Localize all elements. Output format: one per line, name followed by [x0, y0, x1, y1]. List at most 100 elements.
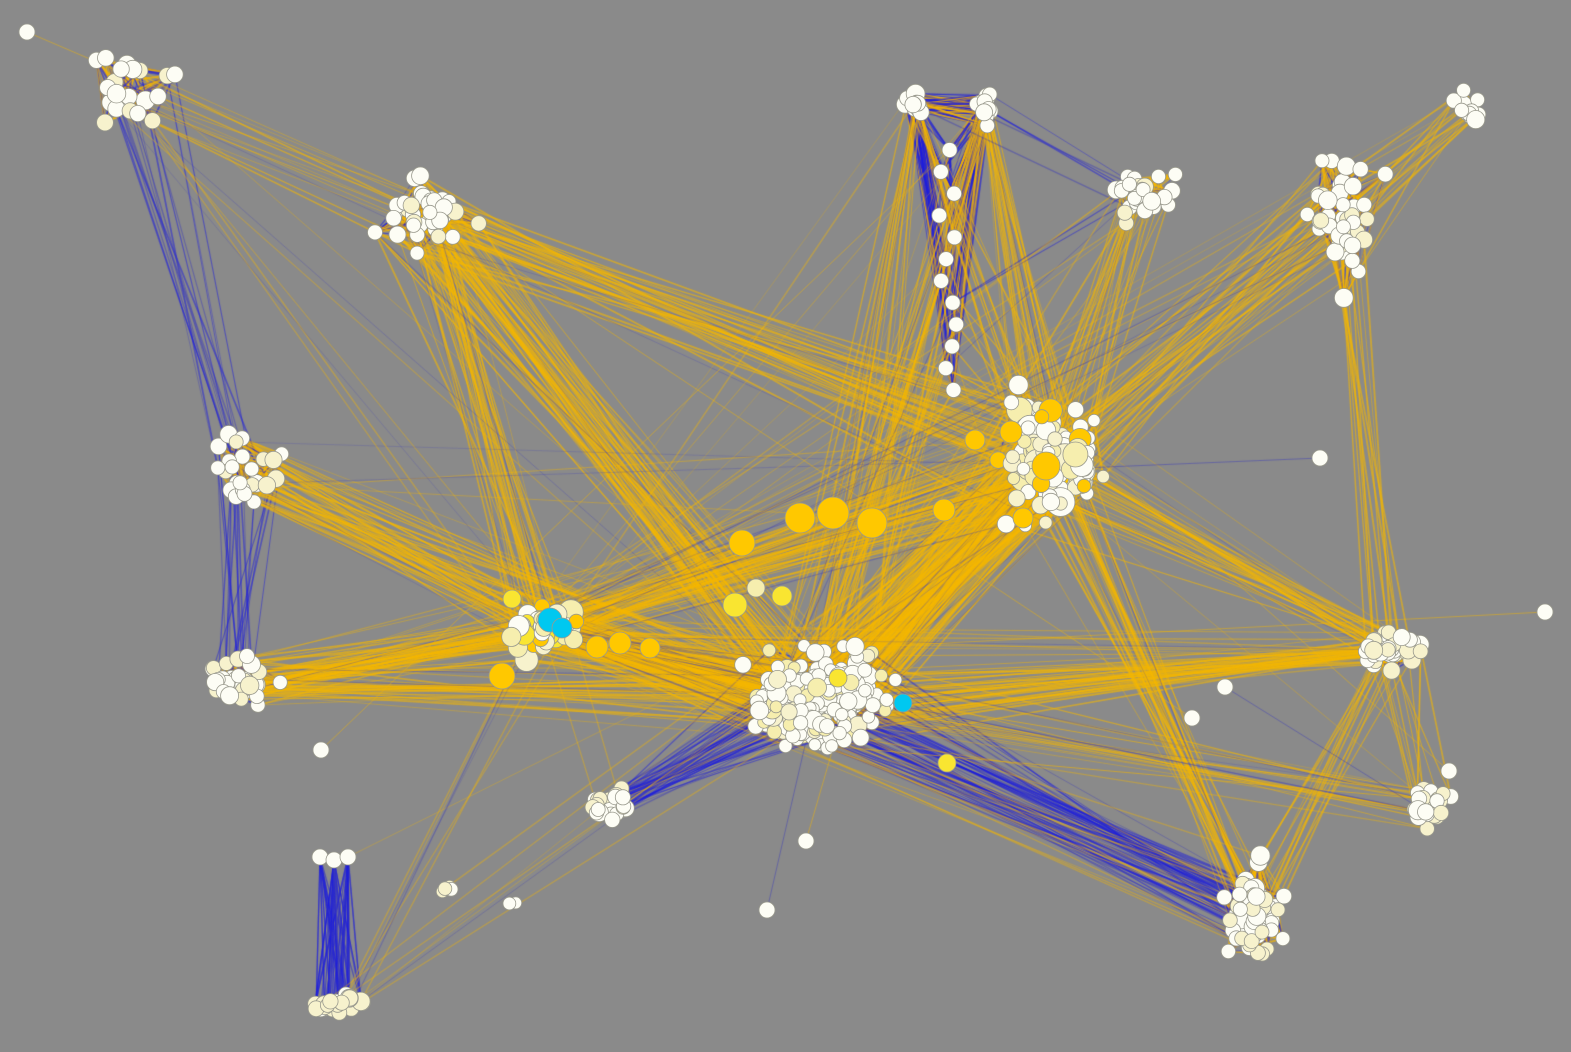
- graph-node-highlight[interactable]: [999, 420, 1023, 444]
- graph-node[interactable]: [1116, 204, 1133, 221]
- graph-node[interactable]: [502, 896, 517, 911]
- graph-node-highlight[interactable]: [771, 585, 793, 607]
- graph-node[interactable]: [1047, 431, 1063, 447]
- graph-node[interactable]: [792, 715, 809, 731]
- graph-node-highlight[interactable]: [856, 507, 888, 539]
- graph-node[interactable]: [937, 360, 954, 377]
- graph-node[interactable]: [1005, 449, 1020, 465]
- graph-node[interactable]: [845, 637, 865, 657]
- graph-node[interactable]: [797, 832, 815, 850]
- graph-node-highlight[interactable]: [551, 617, 573, 639]
- graph-node[interactable]: [1343, 177, 1363, 196]
- graph-node[interactable]: [946, 229, 963, 246]
- graph-node-highlight[interactable]: [816, 496, 850, 530]
- graph-node[interactable]: [749, 700, 770, 721]
- graph-node[interactable]: [835, 707, 849, 722]
- graph-node[interactable]: [1299, 206, 1315, 222]
- graph-node[interactable]: [239, 648, 255, 664]
- graph-node-highlight[interactable]: [585, 635, 609, 659]
- graph-node[interactable]: [1020, 420, 1036, 436]
- graph-node[interactable]: [228, 434, 244, 450]
- graph-node[interactable]: [444, 229, 461, 245]
- graph-node[interactable]: [1275, 887, 1293, 905]
- graph-node[interactable]: [614, 789, 631, 806]
- graph-node[interactable]: [1311, 449, 1329, 467]
- graph-node[interactable]: [948, 316, 965, 333]
- graph-node[interactable]: [1067, 401, 1085, 419]
- graph-node[interactable]: [1017, 434, 1032, 449]
- graph-node-highlight[interactable]: [893, 693, 913, 713]
- graph-node[interactable]: [1151, 168, 1167, 184]
- graph-node[interactable]: [232, 475, 248, 491]
- graph-node-highlight[interactable]: [746, 578, 766, 598]
- graph-node[interactable]: [1076, 478, 1092, 494]
- graph-node-highlight[interactable]: [964, 429, 986, 451]
- graph-node[interactable]: [1016, 462, 1031, 476]
- graph-node[interactable]: [780, 703, 798, 721]
- graph-node-highlight[interactable]: [728, 529, 756, 557]
- graph-node[interactable]: [264, 450, 283, 469]
- graph-node[interactable]: [1096, 469, 1110, 484]
- graph-node[interactable]: [405, 217, 422, 233]
- graph-node[interactable]: [1440, 762, 1458, 780]
- graph-node[interactable]: [1364, 640, 1384, 660]
- graph-node[interactable]: [1254, 924, 1270, 940]
- graph-node[interactable]: [1318, 190, 1338, 210]
- graph-node[interactable]: [1392, 628, 1411, 646]
- graph-node[interactable]: [339, 848, 357, 866]
- graph-node[interactable]: [367, 224, 383, 241]
- graph-node[interactable]: [18, 23, 36, 41]
- graph-node[interactable]: [97, 49, 115, 67]
- graph-node[interactable]: [106, 83, 127, 104]
- graph-node[interactable]: [411, 166, 430, 186]
- graph-node-highlight[interactable]: [488, 662, 516, 690]
- graph-node[interactable]: [385, 209, 402, 227]
- graph-node[interactable]: [758, 901, 776, 919]
- graph-node[interactable]: [1270, 902, 1286, 918]
- graph-node[interactable]: [931, 207, 948, 224]
- graph-node[interactable]: [1336, 219, 1351, 235]
- graph-node[interactable]: [819, 718, 835, 734]
- graph-node[interactable]: [1243, 933, 1260, 949]
- graph-node[interactable]: [808, 738, 822, 752]
- graph-node[interactable]: [1356, 196, 1373, 213]
- graph-node[interactable]: [1454, 102, 1470, 118]
- graph-node[interactable]: [865, 697, 881, 714]
- graph-node[interactable]: [1121, 176, 1137, 192]
- graph-node[interactable]: [1062, 441, 1089, 468]
- graph-node[interactable]: [1222, 912, 1238, 928]
- graph-node[interactable]: [1167, 166, 1183, 182]
- graph-node[interactable]: [1314, 153, 1330, 169]
- graph-node-highlight[interactable]: [932, 498, 956, 522]
- graph-node-highlight[interactable]: [937, 753, 957, 773]
- graph-node[interactable]: [1335, 197, 1351, 213]
- graph-node[interactable]: [769, 700, 783, 714]
- graph-node[interactable]: [430, 228, 447, 245]
- graph-node[interactable]: [1352, 161, 1369, 178]
- graph-node-highlight[interactable]: [639, 637, 661, 659]
- graph-node[interactable]: [858, 684, 872, 698]
- graph-node[interactable]: [388, 225, 407, 244]
- graph-node[interactable]: [422, 204, 438, 220]
- graph-node[interactable]: [1247, 887, 1266, 906]
- graph-node[interactable]: [1334, 288, 1354, 308]
- graph-node[interactable]: [946, 185, 962, 202]
- graph-node[interactable]: [1343, 236, 1362, 255]
- graph-node[interactable]: [1536, 603, 1554, 621]
- graph-node[interactable]: [1008, 374, 1029, 396]
- graph-node[interactable]: [904, 96, 922, 114]
- graph-node[interactable]: [272, 674, 288, 690]
- graph-node[interactable]: [945, 382, 962, 398]
- graph-node-highlight[interactable]: [502, 589, 522, 609]
- graph-node[interactable]: [734, 656, 752, 674]
- graph-node[interactable]: [807, 677, 827, 698]
- graph-node[interactable]: [220, 686, 240, 706]
- graph-node[interactable]: [944, 338, 960, 355]
- graph-node[interactable]: [209, 437, 228, 456]
- graph-node[interactable]: [1456, 82, 1471, 98]
- graph-node[interactable]: [1377, 165, 1394, 183]
- graph-node[interactable]: [1034, 409, 1050, 425]
